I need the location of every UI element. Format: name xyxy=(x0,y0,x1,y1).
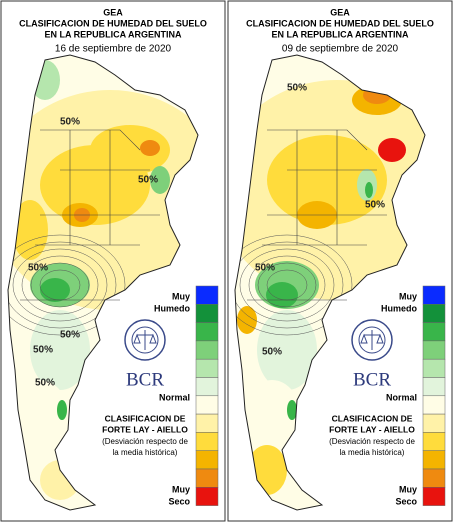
moisture-area xyxy=(257,310,317,390)
legend-swatch xyxy=(195,395,219,415)
legend-label: Muy xyxy=(399,484,417,494)
legend-swatch xyxy=(422,432,446,451)
moisture-area xyxy=(140,140,160,156)
legend-swatch xyxy=(195,450,219,470)
legend-swatch xyxy=(195,285,219,305)
map-title: GEA xyxy=(330,7,350,17)
contour-label: 50% xyxy=(60,330,80,341)
legend-label: Normal xyxy=(386,392,417,402)
map-title: EN LA REPUBLICA ARGENTINA xyxy=(272,29,410,39)
legend-swatch xyxy=(422,487,446,506)
moisture-area xyxy=(242,380,302,460)
contour xyxy=(21,255,99,315)
method-label: CLASIFICACION DE xyxy=(332,413,413,423)
legend-swatch xyxy=(422,413,446,433)
provinces xyxy=(247,129,387,301)
provinces xyxy=(20,129,160,301)
legend-label: Humedo xyxy=(381,303,418,313)
legend-swatch xyxy=(422,322,446,342)
legend-swatch xyxy=(195,322,219,342)
contour xyxy=(8,241,117,329)
logo-text: BCR xyxy=(126,369,164,390)
legend-label: Normal xyxy=(159,392,190,402)
contour xyxy=(8,234,126,336)
contour-label: 50% xyxy=(35,378,55,389)
contour-label: 50% xyxy=(287,83,307,94)
contour xyxy=(239,248,335,322)
legend-label: Muy xyxy=(172,484,190,494)
method-note: (Desviación respecto de xyxy=(329,437,415,446)
legend-label: Seco xyxy=(168,496,190,506)
logo-seal-inner xyxy=(131,326,159,354)
contour-label: 50% xyxy=(33,345,53,356)
contour xyxy=(248,255,326,315)
method-note: (Desviación respecto de xyxy=(102,437,188,446)
moisture-area xyxy=(365,182,373,198)
method-note: la media histórica) xyxy=(113,448,178,457)
method-label: FORTE LAY - AIELLO xyxy=(329,424,415,434)
legend-swatch xyxy=(422,285,446,305)
logo-scales xyxy=(360,330,384,350)
legend-swatch xyxy=(422,395,446,415)
country-outline xyxy=(234,54,426,511)
legend-swatch xyxy=(195,304,219,323)
map-date: 16 de septiembre de 2020 xyxy=(55,44,172,55)
contour xyxy=(235,241,344,329)
logo-seal-inner xyxy=(358,326,386,354)
contour-label: 50% xyxy=(365,200,385,211)
map-date: 09 de septiembre de 2020 xyxy=(282,44,399,55)
map-title: GEA xyxy=(103,7,123,17)
moisture-area xyxy=(30,310,90,390)
legend-label: Humedo xyxy=(154,303,191,313)
map-title: EN LA REPUBLICA ARGENTINA xyxy=(45,29,183,39)
contour xyxy=(235,234,353,336)
moisture-area xyxy=(40,278,70,302)
logo-scales xyxy=(133,330,157,350)
contour-label: 50% xyxy=(262,347,282,358)
contour xyxy=(257,262,317,308)
legend-swatch xyxy=(422,450,446,470)
contour xyxy=(30,262,90,308)
moisture-area xyxy=(266,282,298,308)
legend-swatch xyxy=(195,358,219,378)
logo-text: BCR xyxy=(353,369,391,390)
moisture-area xyxy=(150,166,170,194)
legend-label: Muy xyxy=(399,291,417,301)
contour xyxy=(12,248,108,322)
legend-swatch xyxy=(195,340,219,360)
contour-label: 50% xyxy=(138,175,158,186)
legend-swatch xyxy=(195,432,219,451)
legend-swatch xyxy=(195,413,219,433)
legend-swatch xyxy=(195,487,219,506)
method-note: la media histórica) xyxy=(340,448,405,457)
legend-swatch xyxy=(422,358,446,378)
legend-label: Seco xyxy=(395,496,417,506)
method-label: CLASIFICACION DE xyxy=(105,413,186,423)
moisture-area xyxy=(57,400,67,420)
moisture-area xyxy=(287,400,297,420)
moisture-area xyxy=(378,138,406,162)
map-title: CLASIFICACION DE HUMEDAD DEL SUELO xyxy=(246,18,434,28)
legend-label: Muy xyxy=(172,291,190,301)
contour-label: 50% xyxy=(28,263,48,274)
legend-swatch xyxy=(422,340,446,360)
legend-swatch xyxy=(195,468,219,488)
legend-swatch xyxy=(422,377,446,397)
moisture-area xyxy=(10,380,70,460)
legend-swatch xyxy=(422,468,446,488)
map-title: CLASIFICACION DE HUMEDAD DEL SUELO xyxy=(19,18,207,28)
country-outline xyxy=(7,54,199,511)
legend-swatch xyxy=(195,377,219,397)
legend-swatch xyxy=(422,304,446,323)
contour-label: 50% xyxy=(60,117,80,128)
method-label: FORTE LAY - AIELLO xyxy=(102,424,188,434)
contour-label: 50% xyxy=(255,263,275,274)
